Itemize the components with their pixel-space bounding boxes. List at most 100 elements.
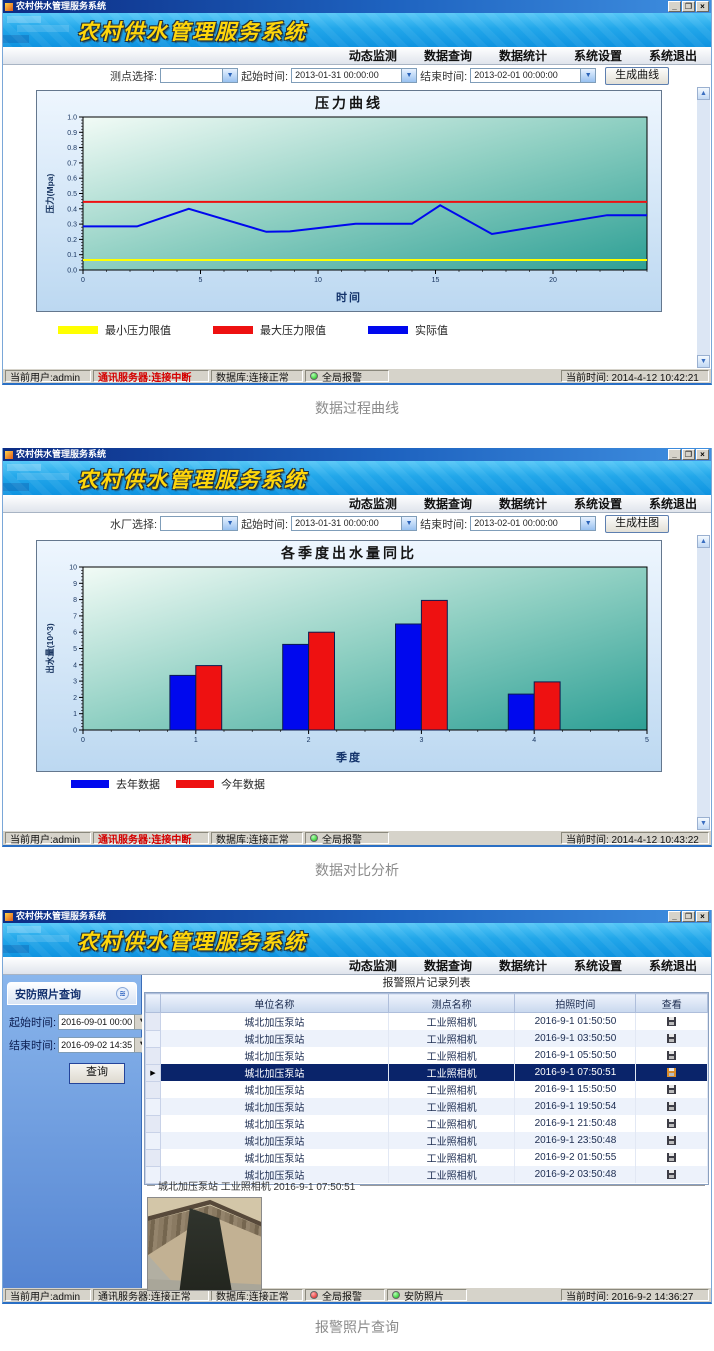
view-photo-icon[interactable] bbox=[667, 1084, 677, 1094]
view-photo-icon[interactable] bbox=[667, 1016, 677, 1026]
cell-photo-time: 2016-9-1 03:50:50 bbox=[514, 1030, 637, 1047]
view-photo-icon[interactable] bbox=[667, 1033, 677, 1043]
menu-dynamic-monitor[interactable]: 动态监测 bbox=[348, 49, 397, 63]
view-photo-icon[interactable] bbox=[667, 1152, 677, 1162]
maximize-button[interactable]: ❐ bbox=[682, 1, 695, 12]
legend-label: 最小压力限值 bbox=[105, 325, 171, 337]
svg-text:4: 4 bbox=[73, 662, 77, 669]
menu-system-settings[interactable]: 系统设置 bbox=[573, 959, 622, 973]
photo-group-label: 城北加压泵站 工业照相机 2016-9-1 07:50:51 bbox=[147, 1178, 705, 1193]
start-time-combo[interactable]: 2013-01-31 00:00:00 ▼ bbox=[291, 68, 418, 83]
menu-data-statistics[interactable]: 数据统计 bbox=[498, 497, 547, 511]
photo-dot-icon bbox=[392, 1291, 400, 1299]
table-row[interactable]: 城北加压泵站 工业照相机 2016-9-1 23:50:48 bbox=[145, 1131, 708, 1150]
panel-title: 安防照片查询 bbox=[15, 988, 81, 1001]
menu-system-exit[interactable]: 系统退出 bbox=[648, 49, 697, 63]
window-title: 农村供水管理服务系统 bbox=[16, 449, 107, 459]
minimize-button[interactable]: _ bbox=[668, 449, 681, 460]
menu-system-exit[interactable]: 系统退出 bbox=[648, 497, 697, 511]
menu-data-statistics[interactable]: 数据统计 bbox=[498, 959, 547, 973]
svg-text:10: 10 bbox=[69, 565, 77, 572]
minimize-button[interactable]: _ bbox=[668, 911, 681, 922]
view-photo-icon[interactable] bbox=[667, 1118, 677, 1128]
table-row[interactable]: 城北加压泵站 工业照相机 2016-9-1 05:50:50 bbox=[145, 1046, 708, 1065]
header-decoration bbox=[7, 464, 41, 471]
scrollbar[interactable]: ▲ ▼ bbox=[697, 535, 710, 830]
table-row[interactable]: 城北加压泵站 工业照相机 2016-9-1 21:50:48 bbox=[145, 1114, 708, 1133]
maximize-button[interactable]: ❐ bbox=[682, 449, 695, 460]
svg-text:0: 0 bbox=[73, 728, 77, 735]
table-row[interactable]: 城北加压泵站 工业照相机 2016-9-2 01:50:55 bbox=[145, 1148, 708, 1167]
point-select-combo[interactable]: ▼ bbox=[160, 68, 239, 83]
view-photo-icon[interactable] bbox=[667, 1169, 677, 1179]
end-time-picker[interactable]: 2016-09-02 14:35 ▼ bbox=[58, 1037, 150, 1053]
svg-text:0.6: 0.6 bbox=[67, 176, 77, 183]
menu-system-settings[interactable]: 系统设置 bbox=[573, 49, 622, 63]
scroll-up-icon[interactable]: ▲ bbox=[697, 535, 710, 548]
chart-legend: 最小压力限值 最大压力限值 实际值 bbox=[58, 322, 490, 338]
end-time-field: 结束时间: 2016-09-02 14:35 ▼ bbox=[9, 1037, 150, 1053]
svg-text:压力(Mpa): 压力(Mpa) bbox=[45, 174, 55, 214]
table-row[interactable]: 城北加压泵站 工业照相机 2016-9-1 03:50:50 bbox=[145, 1029, 708, 1048]
scrollbar[interactable]: ▲ ▼ bbox=[697, 87, 710, 368]
end-time-combo[interactable]: 2013-02-01 00:00:00 ▼ bbox=[470, 68, 597, 83]
row-marker-header bbox=[145, 993, 161, 1013]
start-time-label: 起始时间: bbox=[241, 70, 289, 83]
quarterly-bar-chart: 0 1 2 3 4 5 6 7 8 9 10 0 1 2 3 4 5 出水量(10^3) bbox=[38, 562, 660, 752]
cell-point-name: 工业照相机 bbox=[388, 1115, 516, 1132]
title-bar[interactable]: 农村供水管理服务系统 _ ❐ × bbox=[3, 0, 711, 13]
cell-point-name: 工业照相机 bbox=[388, 1081, 516, 1098]
window-alarm-photos: 农村供水管理服务系统 _ ❐ × 农村供水管理服务系统 动态监测 数据查询 数据… bbox=[2, 910, 712, 1304]
scroll-down-icon[interactable]: ▼ bbox=[697, 355, 710, 368]
menu-data-statistics[interactable]: 数据统计 bbox=[498, 49, 547, 63]
start-time-picker[interactable]: 2016-09-01 00:00 ▼ bbox=[58, 1014, 150, 1030]
svg-text:15: 15 bbox=[432, 277, 440, 284]
status-database: 数据库:连接正常 bbox=[211, 370, 303, 384]
menu-system-exit[interactable]: 系统退出 bbox=[648, 959, 697, 973]
query-button[interactable]: 查询 bbox=[69, 1063, 125, 1084]
scroll-down-icon[interactable]: ▼ bbox=[697, 817, 710, 830]
generate-curve-button[interactable]: 生成曲线 bbox=[605, 66, 670, 85]
svg-text:2: 2 bbox=[307, 737, 311, 744]
close-button[interactable]: × bbox=[696, 911, 709, 922]
menu-dynamic-monitor[interactable]: 动态监测 bbox=[348, 497, 397, 511]
menu-data-query[interactable]: 数据查询 bbox=[423, 497, 472, 511]
status-user: 当前用户:admin bbox=[5, 370, 91, 384]
close-button[interactable]: × bbox=[696, 1, 709, 12]
table-row[interactable]: 城北加压泵站 工业照相机 2016-9-1 19:50:54 bbox=[145, 1097, 708, 1116]
menu-dynamic-monitor[interactable]: 动态监测 bbox=[348, 959, 397, 973]
menu-system-settings[interactable]: 系统设置 bbox=[573, 497, 622, 511]
alarm-dot-icon bbox=[310, 834, 318, 842]
title-bar[interactable]: 农村供水管理服务系统 _ ❐ × bbox=[3, 910, 711, 923]
table-row[interactable]: ▶ 城北加压泵站 工业照相机 2016-9-1 07:50:51 bbox=[145, 1063, 708, 1082]
menu-data-query[interactable]: 数据查询 bbox=[423, 49, 472, 63]
collapse-icon[interactable]: ≋ bbox=[116, 987, 129, 1000]
app-logo: 农村供水管理服务系统 bbox=[77, 21, 307, 44]
cell-point-name: 工业照相机 bbox=[388, 1030, 516, 1047]
cell-photo-time: 2016-9-1 05:50:50 bbox=[514, 1047, 637, 1064]
cell-photo-time: 2016-9-1 07:50:51 bbox=[514, 1064, 637, 1081]
plant-select-combo[interactable]: ▼ bbox=[160, 516, 239, 531]
title-bar[interactable]: 农村供水管理服务系统 _ ❐ × bbox=[3, 448, 711, 461]
chart-title: 压力曲线 bbox=[315, 95, 383, 111]
svg-text:5: 5 bbox=[73, 646, 77, 653]
table-row[interactable]: 城北加压泵站 工业照相机 2016-9-1 15:50:50 bbox=[145, 1080, 708, 1099]
svg-text:0.5: 0.5 bbox=[67, 191, 77, 198]
pressure-line-chart: 0.0 0.1 0.2 0.3 0.4 0.5 0.6 0.7 0.8 0.9 1.0 0 5 10 15 2… bbox=[38, 112, 660, 292]
maximize-button[interactable]: ❐ bbox=[682, 911, 695, 922]
menu-bar: 动态监测 数据查询 数据统计 系统设置 系统退出 bbox=[3, 495, 711, 513]
view-photo-icon[interactable] bbox=[667, 1135, 677, 1145]
svg-text:1.0: 1.0 bbox=[67, 115, 77, 122]
view-photo-icon[interactable] bbox=[667, 1067, 677, 1077]
view-photo-icon[interactable] bbox=[667, 1050, 677, 1060]
close-button[interactable]: × bbox=[696, 449, 709, 460]
menu-bar: 动态监测 数据查询 数据统计 系统设置 系统退出 bbox=[3, 47, 711, 65]
menu-data-query[interactable]: 数据查询 bbox=[423, 959, 472, 973]
start-time-combo[interactable]: 2013-01-31 00:00:00 ▼ bbox=[291, 516, 418, 531]
view-photo-icon[interactable] bbox=[667, 1101, 677, 1111]
end-time-combo[interactable]: 2013-02-01 00:00:00 ▼ bbox=[470, 516, 597, 531]
generate-bar-button[interactable]: 生成柱图 bbox=[605, 514, 670, 533]
minimize-button[interactable]: _ bbox=[668, 1, 681, 12]
table-row[interactable]: 城北加压泵站 工业照相机 2016-9-1 01:50:50 bbox=[145, 1012, 708, 1031]
scroll-up-icon[interactable]: ▲ bbox=[697, 87, 710, 100]
